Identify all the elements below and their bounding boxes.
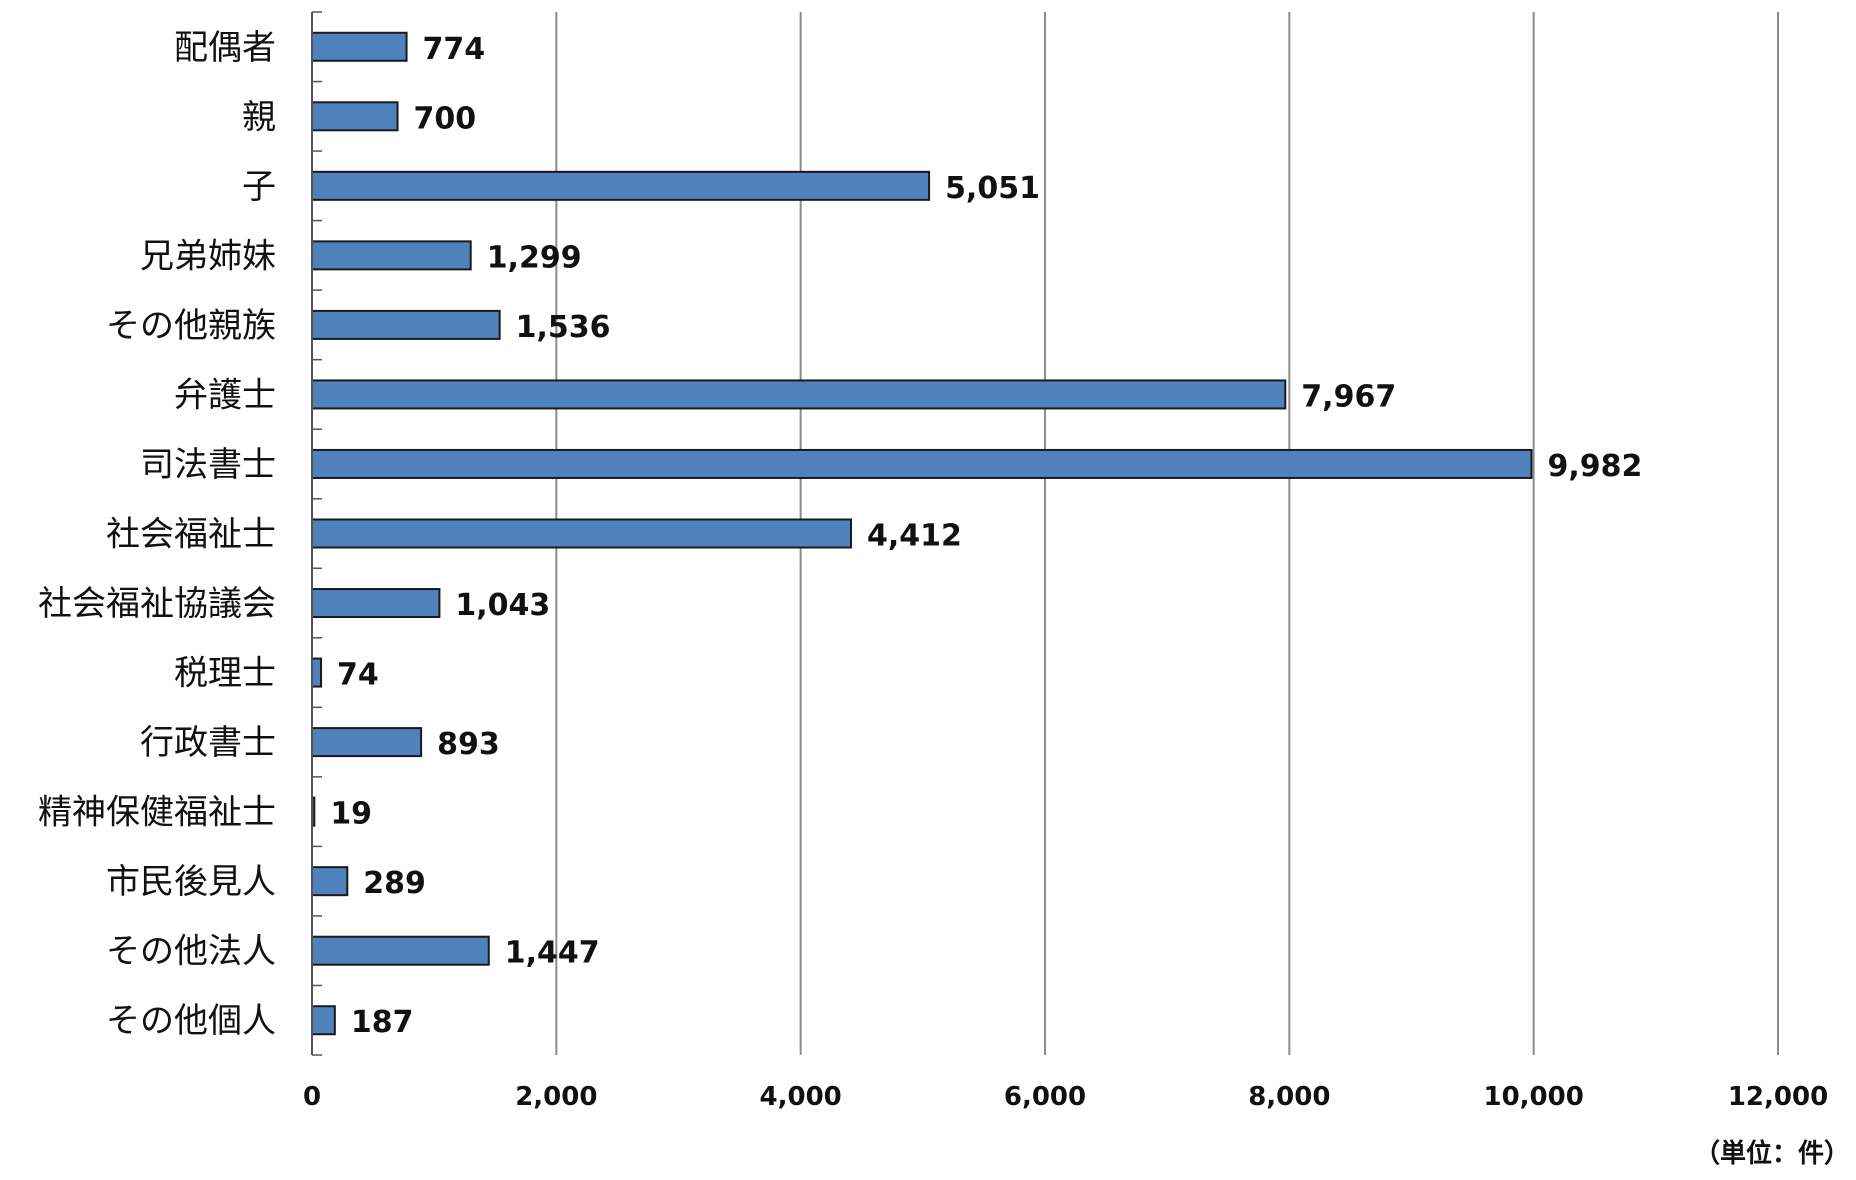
x-tick-label: 0	[303, 1082, 321, 1112]
bar	[311, 240, 472, 271]
x-tick-label: 8,000	[1248, 1082, 1330, 1112]
category-labels: 配偶者親子兄弟姉妹その他親族弁護士司法書士社会福祉士社会福祉協議会税理士行政書士…	[38, 28, 276, 1041]
data-label: 19	[330, 797, 372, 832]
category-label: 弁護士	[174, 375, 276, 415]
x-tick-label: 10,000	[1483, 1082, 1583, 1112]
data-label: 5,051	[945, 171, 1040, 206]
category-label: その他法人	[106, 932, 276, 972]
category-label: その他親族	[106, 306, 276, 346]
category-label: 兄弟姉妹	[140, 236, 276, 276]
bar	[311, 309, 501, 340]
bar	[311, 518, 852, 549]
category-label: その他個人	[106, 1001, 276, 1041]
data-label: 7,967	[1301, 379, 1396, 414]
data-label: 1,299	[487, 240, 582, 275]
bar	[311, 588, 441, 619]
category-label: 司法書士	[140, 445, 276, 485]
data-label: 187	[351, 1005, 414, 1040]
bar	[311, 727, 423, 758]
bars	[311, 31, 1533, 1036]
x-tick-label: 12,000	[1728, 1082, 1828, 1112]
data-labels: 774 700 5,051 1,299 1,536 7,967 9,982 4,412 1,04…	[330, 32, 1642, 1040]
category-label: 社会福祉協議会	[38, 584, 276, 624]
unit-label: （単位：件）	[1694, 1138, 1850, 1169]
data-label: 4,412	[867, 519, 962, 554]
category-label: 親	[242, 97, 276, 137]
bar	[311, 379, 1287, 410]
data-label: 774	[423, 32, 486, 67]
bar	[311, 101, 399, 132]
category-label: 行政書士	[140, 723, 276, 763]
category-label: 子	[242, 167, 276, 207]
bar	[311, 170, 931, 201]
data-label: 700	[414, 101, 477, 136]
x-tick-label: 6,000	[1004, 1082, 1086, 1112]
data-label: 9,982	[1547, 449, 1642, 484]
category-label: 配偶者	[174, 28, 276, 68]
x-tick-label: 4,000	[760, 1082, 842, 1112]
category-label: 社会福祉士	[106, 515, 276, 555]
category-label: 精神保健福祉士	[38, 793, 276, 833]
data-label: 74	[337, 658, 379, 693]
y-axis	[311, 11, 322, 1056]
bar	[311, 935, 490, 966]
bar	[311, 657, 323, 688]
category-label: 市民後見人	[106, 862, 276, 902]
category-label: 税理士	[174, 654, 276, 694]
data-label: 893	[437, 727, 500, 762]
bar	[311, 1005, 336, 1036]
data-label: 1,536	[516, 310, 611, 345]
bar	[311, 31, 408, 62]
bar	[311, 448, 1533, 479]
data-label: 289	[363, 866, 426, 901]
x-tick-label: 2,000	[515, 1082, 597, 1112]
x-tick-labels: 0 2,000 4,000 6,000 8,000 10,000 12,000	[303, 1082, 1828, 1112]
data-label: 1,447	[505, 936, 600, 971]
bar	[311, 866, 349, 897]
data-label: 1,043	[455, 588, 550, 623]
